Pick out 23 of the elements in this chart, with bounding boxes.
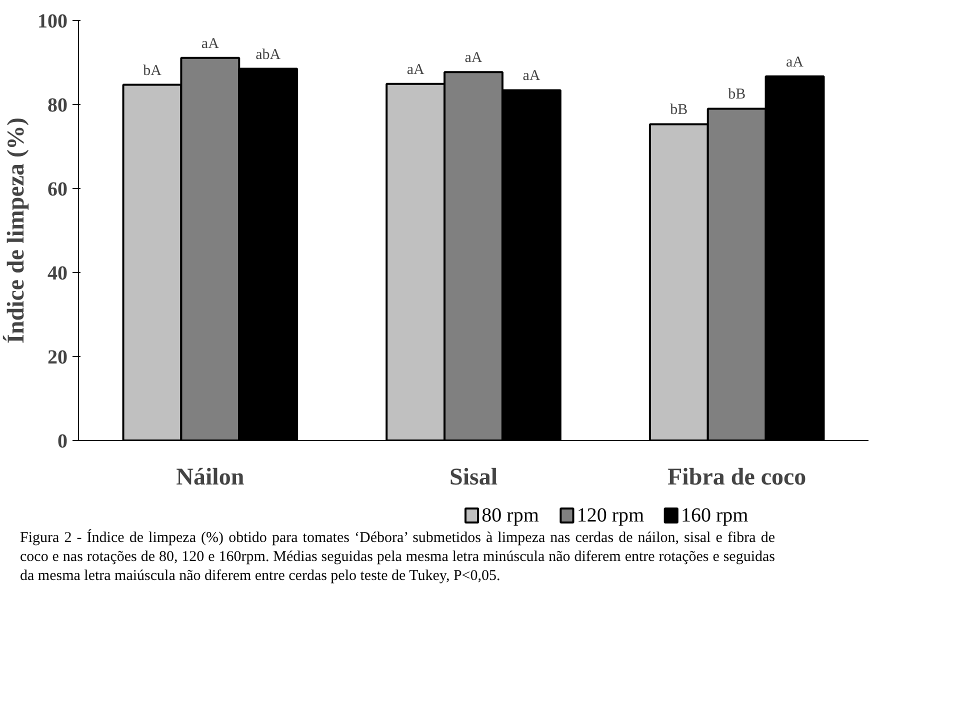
data-label: aA [464, 50, 482, 66]
data-label: bA [143, 62, 162, 79]
y-tick-label: 40 [48, 262, 68, 284]
x-tick-label: Fibra de coco [668, 464, 806, 490]
data-label: abA [256, 46, 281, 63]
legend-label: 80 rpm [482, 504, 540, 526]
x-tick-label: Náilon [176, 464, 244, 490]
data-label: aA [786, 54, 804, 70]
y-tick-label: 80 [48, 94, 68, 116]
legend-label: 120 rpm [576, 504, 645, 526]
y-axis-title: Índice de limpeza (%) [2, 118, 30, 344]
y-tick-label: 0 [58, 430, 68, 452]
data-label: aA [406, 62, 424, 78]
data-label: bB [670, 102, 688, 118]
legend-label: 160 rpm [681, 504, 749, 526]
y-tick-label: 100 [38, 10, 68, 32]
y-tick-label: 20 [48, 346, 68, 368]
data-label: aA [522, 68, 540, 84]
x-tick-label: Sisal [449, 464, 498, 490]
text: Figura 2 - Índice de limpeza (%) obtido para tomates ‘Débora’ submetidos à limpeza nas cerdas de náilon, sisal e fibra de coco e nas rotações de 80, 120 e 160rpm. Médias seguidas pela mesma letra minúscula não diferem entre rotações e seguidas da mesma letra maiúscula não diferem entre cerdas pelo teste de Tukey, P<0,05. [20, 529, 775, 586]
y-tick-label: 60 [48, 178, 68, 200]
data-label: aA [201, 36, 220, 52]
data-label: bB [728, 86, 746, 103]
